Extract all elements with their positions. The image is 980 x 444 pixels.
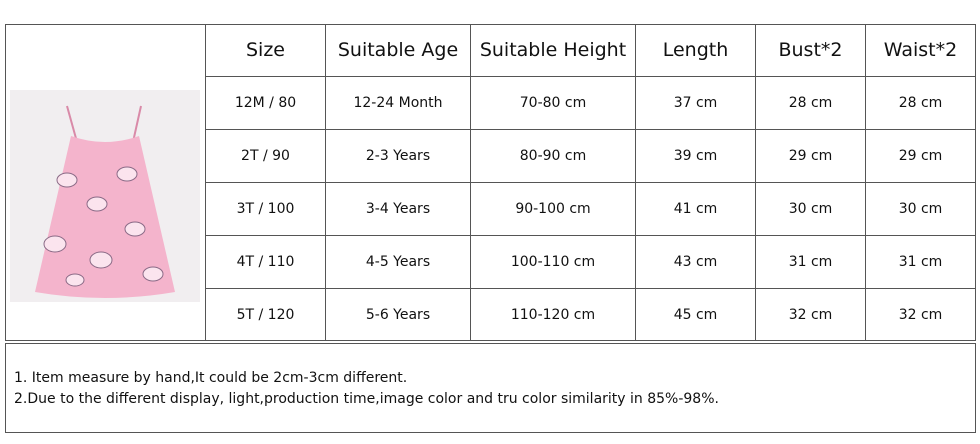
table-cell: 5-6 Years <box>326 289 471 341</box>
table-cell: 30 cm <box>866 183 976 236</box>
table-cell: 2-3 Years <box>326 130 471 183</box>
table-cell: 41 cm <box>636 183 756 236</box>
table-cell: 5T / 120 <box>206 289 326 341</box>
header-cell: Waist*2 <box>866 24 976 77</box>
table-cell: 32 cm <box>866 289 976 341</box>
strap <box>132 105 142 143</box>
table-cell: 32 cm <box>756 289 866 341</box>
table-cell: 28 cm <box>866 77 976 130</box>
product-image-cell <box>5 24 206 341</box>
table-cell: 12-24 Month <box>326 77 471 130</box>
header-cell: Suitable Age <box>326 24 471 77</box>
table-cell: 31 cm <box>866 236 976 289</box>
table-cell: 43 cm <box>636 236 756 289</box>
table-cell: 12M / 80 <box>206 77 326 130</box>
table-cell: 4-5 Years <box>326 236 471 289</box>
table-cell: 45 cm <box>636 289 756 341</box>
butterflies <box>43 166 164 287</box>
product-image <box>10 90 200 302</box>
note: 2.Due to the different display, light,pr… <box>14 391 719 407</box>
table-cell: 3-4 Years <box>326 183 471 236</box>
table-cell: 39 cm <box>636 130 756 183</box>
table-cell: 28 cm <box>756 77 866 130</box>
notes: 1. Item measure by hand,It could be 2cm-… <box>5 343 976 433</box>
table-cell: 90-100 cm <box>471 183 636 236</box>
table-cell: 31 cm <box>756 236 866 289</box>
header-cell: Size <box>206 24 326 77</box>
strap <box>66 105 78 143</box>
table-cell: 3T / 100 <box>206 183 326 236</box>
header-cell: Bust*2 <box>756 24 866 77</box>
header-cell: Suitable Height <box>471 24 636 77</box>
note: 1. Item measure by hand,It could be 2cm-… <box>14 370 408 386</box>
header-cell: Length <box>636 24 756 77</box>
table-cell: 100-110 cm <box>471 236 636 289</box>
table-cell: 29 cm <box>756 130 866 183</box>
table-cell: 2T / 90 <box>206 130 326 183</box>
table-cell: 110-120 cm <box>471 289 636 341</box>
table-cell: 4T / 110 <box>206 236 326 289</box>
table-cell: 29 cm <box>866 130 976 183</box>
table-cell: 80-90 cm <box>471 130 636 183</box>
table-cell: 37 cm <box>636 77 756 130</box>
table-cell: 30 cm <box>756 183 866 236</box>
table-cell: 70-80 cm <box>471 77 636 130</box>
